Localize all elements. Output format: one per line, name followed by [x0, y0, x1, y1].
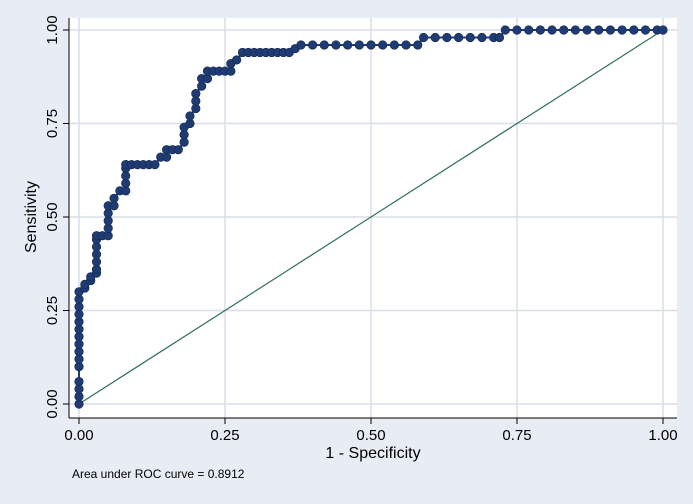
y-tick-label: 0.00: [44, 389, 61, 418]
roc-point: [74, 376, 84, 387]
roc-point: [418, 32, 429, 43]
roc-point: [559, 25, 569, 35]
roc-point: [535, 25, 545, 35]
roc-point: [331, 40, 341, 50]
reference-line-layer: [78, 29, 664, 405]
x-tick-label: 1.00: [648, 427, 677, 444]
y-tick-label: 1.00: [44, 15, 61, 44]
auc-annotation: Area under ROC curve = 0.8912: [72, 467, 245, 481]
roc-point: [605, 25, 616, 35]
y-tick-label: 0.25: [44, 296, 61, 325]
y-tick-labels: 0.00 0.25 0.50 0.75 1.00: [44, 15, 61, 418]
roc-point: [640, 25, 651, 35]
roc-point: [658, 25, 668, 35]
y-axis-label: Sensitivity: [23, 181, 40, 253]
roc-point: [308, 40, 318, 50]
roc-point: [191, 88, 201, 99]
reference-line: [78, 29, 664, 405]
roc-point: [617, 25, 627, 35]
roc-point: [354, 40, 364, 50]
roc-point: [465, 32, 475, 43]
roc-point: [570, 25, 581, 35]
roc-point: [232, 55, 242, 65]
plot-area: [69, 18, 677, 418]
roc-point: [401, 40, 411, 50]
roc-curve-layer: [74, 25, 668, 409]
roc-point: [366, 40, 376, 50]
roc-point: [500, 25, 510, 35]
roc-point: [512, 25, 522, 35]
x-tick-label: 0.25: [210, 427, 239, 444]
roc-point: [454, 32, 464, 43]
x-tick-label: 0.75: [502, 427, 531, 444]
roc-point: [173, 145, 183, 155]
x-axis-label: 1 - Specificity: [325, 445, 420, 462]
roc-point: [547, 25, 557, 35]
roc-point: [389, 40, 399, 50]
axes: [63, 18, 677, 424]
x-tick-label: 0.00: [64, 427, 93, 444]
roc-point: [378, 40, 388, 50]
roc-point: [413, 40, 423, 50]
roc-point: [150, 160, 160, 170]
roc-point: [629, 25, 639, 35]
roc-point: [185, 111, 195, 121]
y-tick-label: 0.75: [44, 109, 61, 138]
roc-point: [109, 193, 119, 203]
roc-point: [582, 25, 592, 35]
roc-point: [494, 32, 505, 43]
roc-point: [319, 40, 329, 50]
y-tick-label: 0.50: [44, 202, 61, 231]
roc-point: [343, 40, 353, 50]
roc-point: [430, 32, 440, 43]
x-tick-labels: 0.00 0.25 0.50 0.75 1.00: [64, 427, 677, 444]
roc-point: [296, 40, 306, 50]
roc-point: [594, 25, 604, 35]
roc-point: [524, 25, 534, 35]
x-tick-label: 0.50: [356, 427, 385, 444]
roc-point: [477, 32, 487, 43]
roc-point: [442, 32, 452, 43]
